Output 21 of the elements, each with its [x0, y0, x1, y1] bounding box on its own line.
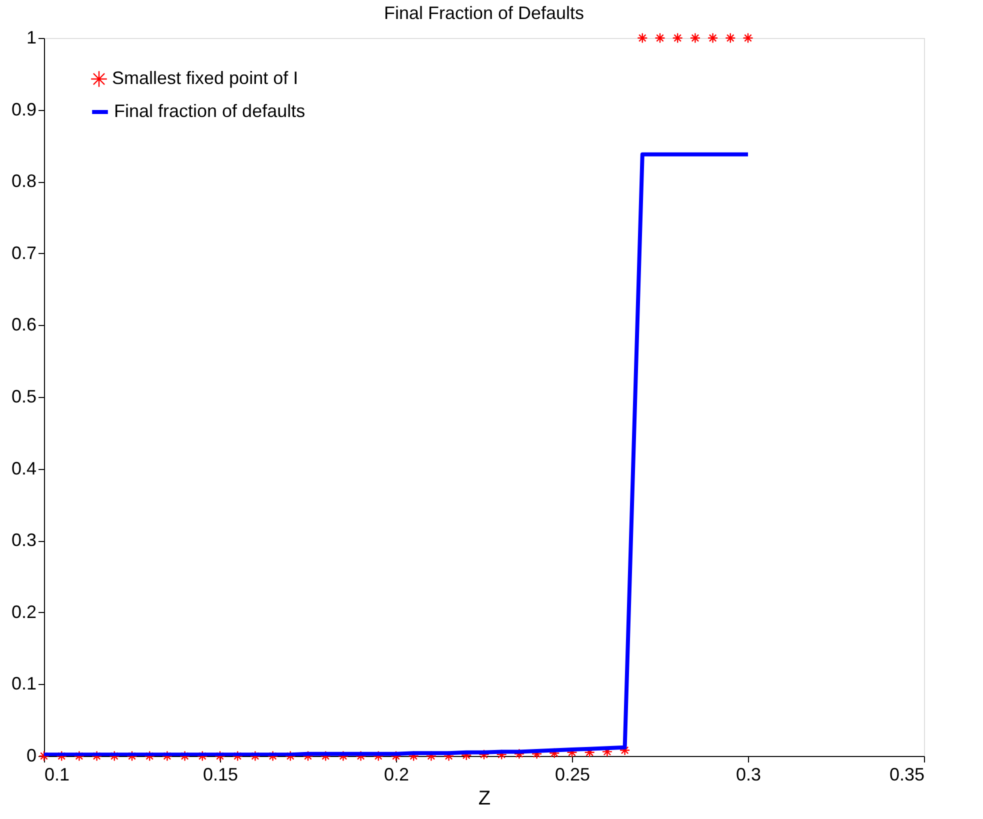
y-tick-label: 0.7: [11, 242, 36, 263]
x-tick-label: 0.35: [889, 764, 924, 784]
y-tick-label: 0.4: [11, 458, 36, 478]
y-tick-label: 1: [26, 28, 36, 48]
chart-title: Final Fraction of Defaults: [384, 3, 584, 23]
x-tick-label: 0.2: [384, 764, 410, 784]
y-tick-label: 0.2: [11, 602, 36, 622]
x-tick-label: 0.15: [202, 764, 238, 784]
legend-label: Final fraction of defaults: [114, 101, 306, 121]
legend-label: Smallest fixed point of I: [112, 68, 298, 88]
y-tick-label: 0.6: [11, 314, 36, 335]
x-axis-title: Z: [478, 788, 491, 810]
x-tick-label: 0.3: [736, 764, 762, 784]
y-tick-label: 0.3: [11, 530, 36, 550]
y-tick-label: 0.8: [11, 171, 36, 192]
y-tick-label: 0.9: [11, 99, 36, 120]
x-tick-label: 0.25: [554, 764, 590, 784]
x-tick-label: 0.1: [44, 764, 70, 784]
y-tick-label: 0: [26, 746, 36, 766]
y-tick-label: 0.5: [11, 386, 36, 406]
y-tick-label: 0.1: [11, 674, 36, 694]
